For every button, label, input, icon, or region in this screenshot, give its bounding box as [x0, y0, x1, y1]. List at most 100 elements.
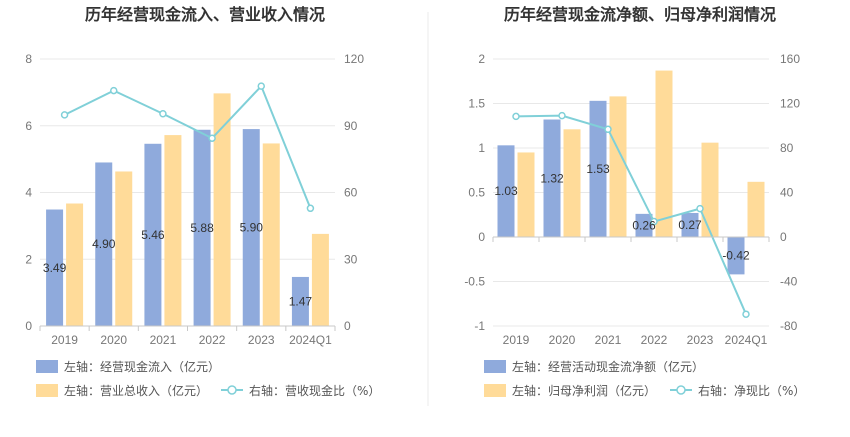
x-tick-label: 2022: [199, 333, 226, 347]
y-right-tick-label: 120: [344, 52, 364, 66]
y-right-tick-label: 80: [780, 141, 794, 155]
bar: [213, 93, 231, 326]
legend-marker: [676, 385, 686, 395]
legend-marker: [227, 385, 237, 395]
bar: [635, 213, 653, 237]
legend-swatch: [484, 360, 506, 373]
y-left-tick-label: -1: [474, 319, 485, 333]
legend-item-cash-inflow[interactable]: 左轴：经营现金流入（亿元）: [36, 359, 220, 374]
y-left-tick-label: 1: [478, 141, 485, 155]
bars: [497, 70, 765, 275]
x-tick-label: 2023: [687, 333, 714, 347]
data-labels: 1.03 1.32 1.53 0.26 0.27 -0.42: [494, 162, 750, 263]
bar: [563, 129, 581, 237]
data-label: 1.53: [586, 162, 610, 176]
legend: 左轴：经营活动现金流净额（亿元） 左轴：归母净利润（亿元） 右轴：净现比（%）: [484, 359, 805, 398]
bar: [95, 162, 113, 326]
x-tick-label: 2024Q1: [725, 333, 768, 347]
y-left-tick-label: 1.5: [468, 97, 485, 111]
y-left-tick-label: 2: [25, 252, 32, 266]
ratio-point: [306, 204, 315, 213]
data-label: 0.26: [632, 218, 656, 232]
chart-title: 历年经营现金流入、营业收入情况: [85, 5, 325, 24]
ratio-point: [604, 125, 612, 134]
data-label: 1.32: [540, 171, 564, 185]
data-label: 5.46: [141, 228, 165, 242]
ratio-line: [60, 82, 315, 213]
data-label: -0.42: [722, 249, 750, 263]
ratio-point: [208, 134, 216, 142]
y-left-tick-label: 4: [25, 186, 32, 200]
y-right-tick-label: 40: [780, 186, 794, 200]
data-label: 3.49: [43, 261, 67, 275]
bar: [164, 135, 182, 326]
bar: [609, 96, 627, 237]
y-left-tick-label: 0: [25, 319, 32, 333]
legend-label: 左轴：归母净利润（亿元）: [512, 383, 656, 398]
y-right-tick-label: -40: [780, 275, 798, 289]
bar: [543, 119, 561, 237]
ratio-point: [650, 217, 658, 226]
bar: [497, 145, 515, 237]
y-left-tick-label: 0.5: [468, 186, 485, 200]
legend-label: 右轴：净现比（%）: [698, 383, 805, 398]
bar: [66, 203, 84, 326]
legend-label: 左轴：经营活动现金流净额（亿元）: [512, 359, 704, 374]
legend-label: 右轴：营收现金比（%）: [249, 383, 380, 398]
net-cashflow-profit-chart: 历年经营现金流净额、归母净利润情况 1.03 1.32 1.53 0.26 0.27 -0…: [464, 5, 805, 398]
ratio-line-path: [515, 114, 747, 315]
data-label: 1.03: [494, 184, 518, 198]
bar: [311, 233, 329, 326]
x-tick-label: 2019: [503, 333, 530, 347]
legend: 左轴：经营现金流入（亿元） 左轴：营业总收入（亿元） 右轴：营收现金比（%）: [36, 359, 380, 398]
data-label: 5.90: [240, 221, 264, 235]
bar: [262, 143, 280, 326]
bar: [655, 70, 673, 237]
axes: 0 2 4 6 8 0 30 60 90 120 2019 2020 2021 2022 2023 2024Q…: [25, 52, 364, 347]
x-tick-label: 2019: [51, 333, 78, 347]
y-left-tick-label: 8: [25, 52, 32, 66]
data-label: 1.47: [289, 294, 313, 308]
x-tick-label: 2021: [150, 333, 177, 347]
legend-swatch: [36, 360, 58, 373]
ratio-line: [512, 111, 750, 318]
bar: [144, 143, 162, 326]
data-labels: 3.49 4.90 5.46 5.88 5.90 1.47: [43, 221, 313, 309]
ratio-point: [159, 109, 167, 118]
x-tick-label: 2021: [595, 333, 622, 347]
y-right-tick-label: 60: [344, 186, 358, 200]
legend-swatch: [484, 384, 506, 397]
bar: [242, 129, 260, 326]
data-label: 5.88: [190, 221, 214, 235]
y-left-tick-label: 0: [478, 230, 485, 244]
bar: [193, 129, 211, 326]
ratio-point: [558, 111, 566, 120]
ratio-point: [696, 204, 704, 213]
legend-item-ratio[interactable]: 右轴：营收现金比（%）: [221, 383, 380, 398]
bar: [291, 276, 309, 326]
bar: [46, 209, 64, 326]
legend-item-net-profit[interactable]: 左轴：归母净利润（亿元）: [484, 383, 656, 398]
y-left-tick-label: -0.5: [464, 275, 485, 289]
x-tick-label: 2023: [248, 333, 275, 347]
bar: [589, 100, 607, 237]
y-right-tick-label: 120: [780, 97, 800, 111]
y-right-tick-label: 0: [780, 230, 787, 244]
bar: [517, 152, 535, 237]
y-right-tick-label: 30: [344, 252, 358, 266]
ratio-point: [257, 82, 265, 90]
ratio-point: [110, 86, 118, 95]
legend-item-net-cashflow[interactable]: 左轴：经营活动现金流净额（亿元）: [484, 359, 704, 374]
legend-item-revenue[interactable]: 左轴：营业总收入（亿元）: [36, 383, 208, 398]
y-left-tick-label: 2: [478, 52, 485, 66]
legend-item-ratio[interactable]: 右轴：净现比（%）: [670, 383, 805, 398]
x-tick-label: 2022: [641, 333, 668, 347]
x-tick-label: 2020: [100, 333, 127, 347]
data-label: 0.27: [678, 218, 702, 232]
bar: [701, 142, 719, 237]
bar: [681, 212, 699, 237]
ratio-point: [60, 111, 69, 119]
bar: [727, 237, 745, 275]
y-right-tick-label: -80: [780, 319, 798, 333]
